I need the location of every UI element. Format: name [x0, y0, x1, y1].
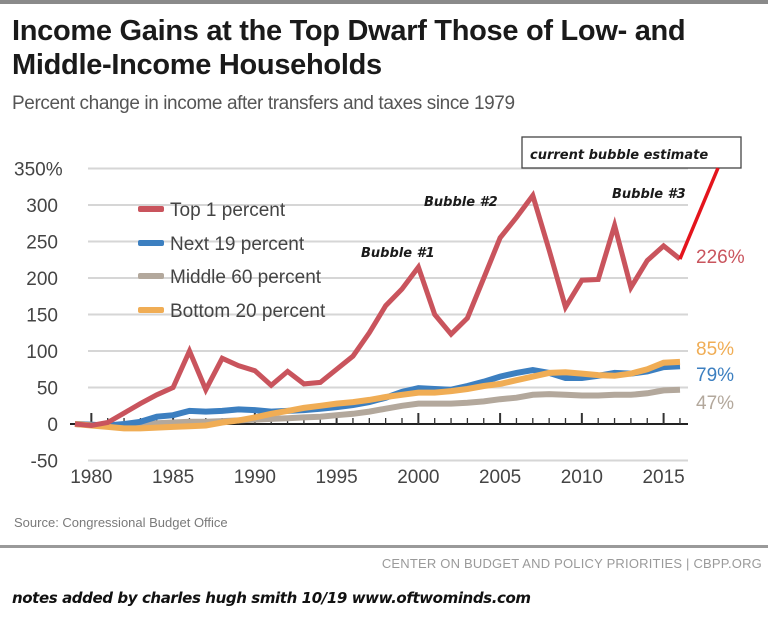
- source-note: Source: Congressional Budget Office: [14, 515, 228, 530]
- y-tick-label: 150: [26, 306, 58, 327]
- legend-label: Middle 60 percent: [170, 267, 322, 288]
- series-lines: [74, 190, 682, 432]
- footer-rule: [0, 545, 768, 548]
- annotation-current-bubble: current bubble estimate: [530, 148, 708, 163]
- legend-swatch: [138, 240, 164, 246]
- annotations: Bubble #1 Bubble #2 Bubble #3 current bubbl…: [361, 136, 742, 261]
- end-labels: 226% 79% 47% 85%: [696, 247, 745, 414]
- end-label: 47%: [696, 393, 734, 414]
- x-tick-label: 1980: [70, 467, 112, 488]
- legend: Top 1 percent Next 19 percent Middle 60 pe…: [138, 200, 326, 322]
- legend-swatch: [138, 307, 164, 313]
- x-axis-labels: 1980 1985 1990 1995 2000 2005 2010 2015: [70, 467, 685, 488]
- legend-label: Top 1 percent: [170, 200, 286, 221]
- end-label: 85%: [696, 339, 734, 360]
- legend-swatch: [138, 206, 164, 212]
- y-tick-label: 100: [26, 342, 58, 363]
- x-tick-label: 2015: [642, 467, 684, 488]
- end-label: 226%: [696, 247, 745, 268]
- legend-label: Bottom 20 percent: [170, 301, 326, 322]
- series-line-top-1-percent: [74, 190, 682, 429]
- notes-credit: notes added by charles hugh smith 10/19 …: [12, 589, 531, 607]
- series-line-bottom-20-percent: [74, 358, 681, 432]
- y-tick-label: -50: [31, 452, 58, 473]
- organization-credit: CENTER ON BUDGET AND POLICY PRIORITIES |…: [381, 556, 762, 571]
- y-tick-label: 50: [37, 379, 58, 400]
- y-tick-label: 300: [26, 196, 58, 217]
- y-tick-label: 0: [47, 415, 58, 436]
- y-axis-ticks: -50 0 50 100 150 200 250 300 350%: [14, 160, 63, 473]
- legend-label: Next 19 percent: [170, 234, 305, 255]
- y-tick-label: 350%: [14, 160, 63, 181]
- top-rule: [0, 0, 768, 4]
- annotation-bubble-1: Bubble #1: [361, 246, 435, 261]
- x-tick-label: 2005: [479, 467, 521, 488]
- series-line-middle-60-percent: [74, 386, 681, 429]
- annotation-bubble-2: Bubble #2: [424, 195, 498, 210]
- x-tick-label: 2000: [397, 467, 439, 488]
- chart-subtitle: Percent change in income after transfers…: [12, 93, 515, 114]
- chart-title: Income Gains at the Top Dwarf Those of L…: [12, 15, 686, 81]
- end-label: 79%: [696, 365, 734, 386]
- annotation-bubble-3: Bubble #3: [612, 187, 686, 202]
- x-tick-label: 2010: [561, 467, 603, 488]
- y-tick-label: 200: [26, 269, 58, 290]
- estimate-line: [678, 167, 720, 260]
- x-tick-label: 1990: [234, 467, 276, 488]
- x-tick-label: 1995: [315, 467, 357, 488]
- y-tick-label: 250: [26, 233, 58, 254]
- annotation-box: [521, 136, 742, 169]
- legend-swatch: [138, 273, 164, 279]
- x-tick-label: 1985: [152, 467, 194, 488]
